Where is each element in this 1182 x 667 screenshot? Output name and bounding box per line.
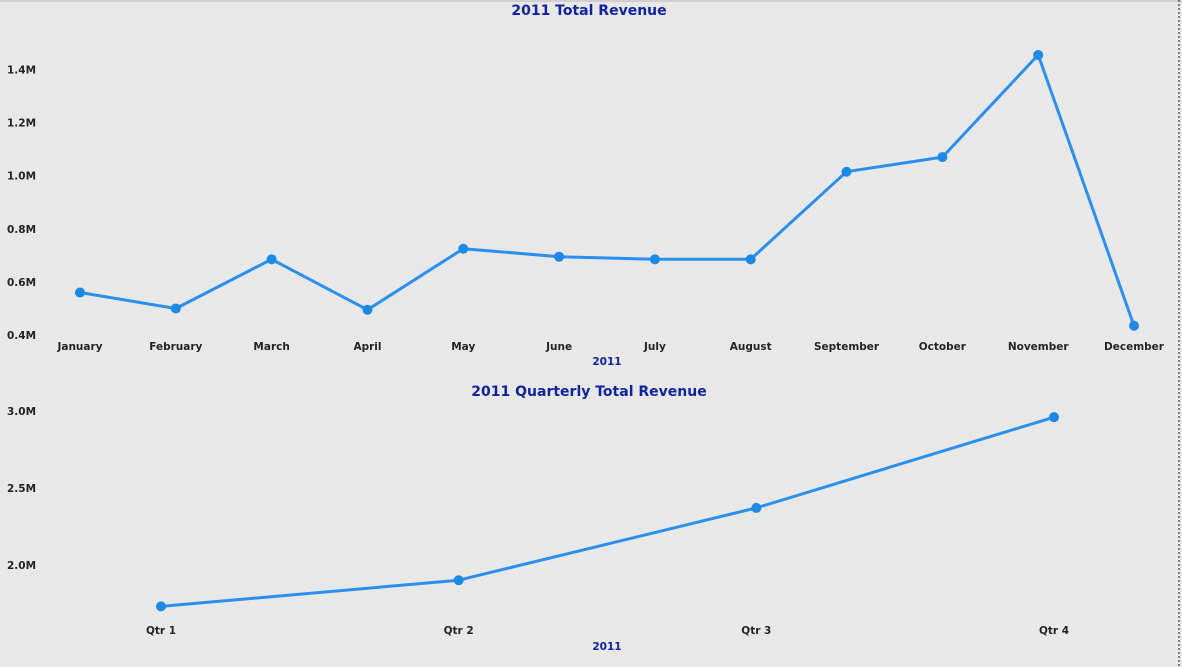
- x-tick-label: March: [253, 341, 289, 353]
- x-tick-label: Qtr 2: [444, 625, 474, 637]
- data-point[interactable]: [75, 287, 85, 298]
- x-tick-label: September: [814, 341, 880, 353]
- x-tick-label: January: [56, 341, 102, 353]
- data-point[interactable]: [458, 243, 469, 254]
- y-tick-label: 1.4M: [7, 65, 36, 77]
- y-tick-label: 0.6M: [7, 277, 36, 289]
- data-point[interactable]: [1129, 320, 1139, 331]
- x-tick-label: Qtr 1: [146, 625, 176, 637]
- data-point[interactable]: [1049, 412, 1059, 423]
- data-point[interactable]: [841, 166, 852, 177]
- data-point[interactable]: [170, 303, 181, 314]
- x-tick-label: June: [545, 341, 572, 353]
- data-point[interactable]: [649, 254, 660, 265]
- data-point[interactable]: [554, 251, 565, 262]
- x-tick-label: Qtr 4: [1039, 625, 1069, 637]
- x-tick-label: November: [1008, 341, 1070, 353]
- chart-title: 2011 Total Revenue: [511, 3, 666, 19]
- series-line: [160, 415, 1055, 608]
- x-axis-title: 2011: [592, 641, 621, 653]
- x-tick-label: February: [149, 341, 202, 353]
- x-tick-label: August: [730, 341, 772, 353]
- x-tick-label: October: [919, 341, 967, 353]
- x-tick-label: May: [451, 341, 475, 353]
- monthly-revenue-chart[interactable]: 2011 Total Revenue 2011 0.4M 0.6M 0.8M 1.0M…: [7, 3, 1165, 368]
- data-point[interactable]: [266, 254, 277, 265]
- data-point[interactable]: [751, 502, 762, 513]
- y-tick-label: 0.4M: [7, 330, 36, 342]
- data-point[interactable]: [1033, 49, 1044, 60]
- x-tick-label: Qtr 3: [741, 625, 771, 637]
- x-tick-label: December: [1104, 341, 1165, 353]
- quarterly-revenue-chart[interactable]: 2011 Quarterly Total Revenue 2011 2.0M 2.…: [7, 384, 1069, 653]
- x-axis-title: 2011: [592, 356, 621, 368]
- y-tick-label: 3.0M: [7, 406, 36, 418]
- y-tick-label: 1.0M: [7, 171, 36, 183]
- data-point[interactable]: [937, 152, 948, 163]
- data-point[interactable]: [745, 254, 756, 265]
- x-tick-label: April: [353, 341, 381, 353]
- y-tick-label: 2.0M: [7, 560, 36, 572]
- y-tick-label: 1.2M: [7, 118, 36, 130]
- y-tick-label: 0.8M: [7, 224, 36, 236]
- data-point[interactable]: [362, 304, 373, 315]
- series-line: [79, 53, 1136, 327]
- y-tick-label: 2.5M: [7, 483, 36, 495]
- x-tick-label: July: [643, 341, 666, 353]
- data-point[interactable]: [453, 575, 464, 586]
- data-point[interactable]: [156, 601, 166, 612]
- chart-title: 2011 Quarterly Total Revenue: [471, 384, 706, 400]
